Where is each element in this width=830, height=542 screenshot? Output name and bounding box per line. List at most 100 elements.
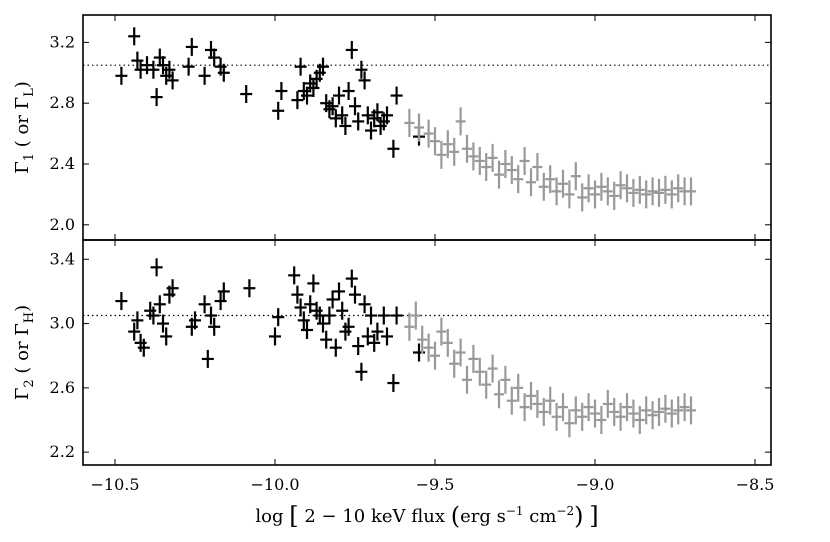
data-point xyxy=(349,97,361,116)
data-point xyxy=(198,66,211,85)
data-point xyxy=(291,285,304,304)
data-point xyxy=(272,101,285,120)
panel-top: 2.0 2.4 2.8 3.2 Γ1 ( or ΓL) xyxy=(12,14,772,241)
data-point xyxy=(500,149,511,178)
x-ticks: −10.5 −10.0 −9.5 −9.0 −8.5 xyxy=(90,15,774,494)
data-point xyxy=(115,292,128,311)
data-point xyxy=(381,327,393,346)
data-point xyxy=(641,180,652,209)
y-title-bottom-symbol: Γ xyxy=(12,388,33,401)
data-point xyxy=(134,60,147,79)
data-point xyxy=(163,60,176,79)
data-point xyxy=(679,393,690,422)
data-point xyxy=(141,56,153,75)
data-point xyxy=(577,183,588,212)
data-point xyxy=(615,171,626,200)
data-point xyxy=(365,306,377,325)
y-title-top-subscript: 1 xyxy=(22,153,37,161)
y-title-bottom-close: ) xyxy=(12,305,33,312)
data-point xyxy=(551,177,562,206)
data-point xyxy=(240,85,253,104)
y-tick-label: 2.0 xyxy=(50,215,75,234)
data-point xyxy=(468,142,479,171)
data-point xyxy=(304,295,317,314)
data-point xyxy=(494,380,504,409)
data-point xyxy=(326,97,339,116)
x-axis-title: log [ 2 − 10 keV flux (erg s−1 cm−2) ] xyxy=(255,502,598,530)
data-point xyxy=(596,172,607,201)
y-tick-label: 2.4 xyxy=(50,154,75,173)
data-point xyxy=(205,306,217,325)
panel-frame-bottom xyxy=(82,239,772,466)
data-point xyxy=(377,306,390,325)
data-point xyxy=(182,57,195,76)
data-point xyxy=(214,292,227,311)
data-point xyxy=(404,312,415,341)
data-point xyxy=(513,165,524,194)
data-point xyxy=(157,56,169,75)
x-tick-label: −10.5 xyxy=(90,475,139,494)
x-title-paren-open: ( xyxy=(451,502,460,530)
data-point xyxy=(455,338,466,367)
data-point xyxy=(577,402,588,431)
data-point xyxy=(423,119,434,148)
data-point xyxy=(615,402,626,431)
x-title-unit-exp2: −2 xyxy=(556,504,574,518)
data-point xyxy=(345,269,358,288)
data-point xyxy=(564,409,575,438)
data-point xyxy=(558,393,568,422)
data-point xyxy=(414,113,424,142)
data-point xyxy=(288,266,301,285)
data-point xyxy=(436,317,447,346)
data-point xyxy=(339,116,352,135)
y-title-bottom-paren: ( or Γ xyxy=(12,323,33,379)
data-point xyxy=(410,301,421,330)
y-title-bottom-subscript: 2 xyxy=(22,379,37,387)
data-point xyxy=(628,399,639,428)
x-tick-label: −9.5 xyxy=(416,475,455,494)
data-point xyxy=(275,82,288,101)
x-tick-label: −8.5 xyxy=(736,475,775,494)
data-point xyxy=(317,57,329,76)
data-point xyxy=(487,354,498,383)
data-point xyxy=(189,311,201,330)
data-point xyxy=(634,175,645,204)
data-point xyxy=(442,328,453,357)
x-title-quantity: 2 − 10 keV flux xyxy=(304,506,445,527)
data-point xyxy=(333,86,345,105)
data-point xyxy=(455,107,466,136)
data-point xyxy=(345,40,358,59)
data-point xyxy=(326,290,339,309)
y-tick-label: 2.2 xyxy=(50,442,75,461)
x-title-bracket-close: ] xyxy=(589,502,598,530)
y-title-top-alt-subscript: L xyxy=(22,88,37,97)
data-point xyxy=(336,301,349,320)
data-point xyxy=(307,274,320,293)
data-point xyxy=(666,399,677,428)
data-point xyxy=(500,365,511,394)
data-point xyxy=(294,57,307,76)
data-point xyxy=(333,282,345,301)
data-point xyxy=(474,357,485,386)
data-point xyxy=(381,106,393,125)
data-point xyxy=(208,317,221,336)
data-point xyxy=(506,386,517,415)
data-point xyxy=(355,60,368,79)
data-point xyxy=(201,349,214,368)
x-title-unit-erg: erg s xyxy=(460,506,506,527)
data-point xyxy=(323,306,336,325)
data-point xyxy=(666,180,677,209)
data-points-top xyxy=(115,27,696,212)
data-point xyxy=(519,393,530,422)
data-point xyxy=(387,374,400,393)
x-tick-label: −9.0 xyxy=(576,475,615,494)
data-point xyxy=(243,279,256,298)
data-point xyxy=(609,181,620,210)
data-point xyxy=(329,338,342,357)
data-point xyxy=(506,156,517,185)
data-point xyxy=(269,327,281,346)
data-point xyxy=(558,169,568,198)
y-title-top-paren: ( or Γ xyxy=(12,97,33,153)
data-point xyxy=(430,341,440,370)
